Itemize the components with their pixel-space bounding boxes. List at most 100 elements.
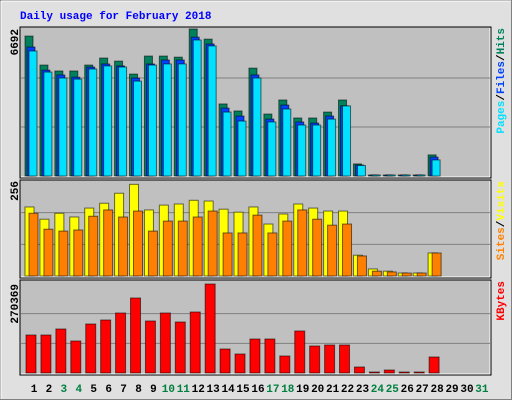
bar [115, 312, 127, 374]
legend-entry: KBytes [496, 281, 508, 321]
bar [28, 50, 38, 177]
bar [118, 66, 128, 177]
x-tick-label: 29 [445, 384, 458, 396]
bar [237, 232, 248, 277]
x-tick-label: 23 [356, 384, 370, 396]
y-tick-label: 6692 [10, 29, 22, 55]
bar [28, 212, 39, 277]
x-tick-label: 7 [120, 384, 127, 396]
bar [88, 68, 98, 177]
bar [162, 63, 172, 177]
bar [282, 220, 293, 277]
legend: KBytes [496, 281, 508, 321]
legend-entry: Pages [496, 101, 508, 134]
bar [174, 321, 186, 374]
bar [43, 228, 54, 277]
bar [342, 105, 352, 177]
x-tick-label: 24 [371, 384, 385, 396]
bar [73, 229, 84, 277]
bar [70, 340, 82, 374]
legend: Sites/Visits [496, 181, 508, 260]
y-tick-label: 256 [10, 181, 22, 201]
bar [324, 344, 336, 374]
bar [58, 77, 68, 177]
bar [401, 174, 411, 177]
bar [413, 371, 425, 374]
bar [88, 215, 99, 277]
bar [133, 210, 144, 277]
x-tick-label: 13 [207, 384, 221, 396]
bar [55, 328, 67, 374]
x-tick-label: 3 [61, 384, 68, 396]
bar [207, 210, 218, 277]
bar [398, 371, 410, 374]
bar [294, 330, 306, 374]
bar [204, 283, 216, 374]
x-tick-label: 11 [177, 384, 191, 396]
legend: Pages/Files/Hits [496, 28, 508, 134]
bar [192, 216, 203, 277]
bar [279, 355, 291, 374]
bar [264, 338, 276, 374]
x-tick-label: 2 [46, 384, 53, 396]
bar [25, 334, 37, 374]
legend-entry: Files [496, 61, 508, 94]
bar [103, 209, 114, 277]
x-tick-label: 5 [90, 384, 97, 396]
x-tick-label: 25 [386, 384, 400, 396]
bar [267, 232, 278, 277]
x-tick-label: 21 [326, 384, 340, 396]
bar [327, 118, 337, 177]
bar [342, 223, 353, 277]
bar [416, 174, 426, 177]
bar [383, 369, 395, 374]
bar [312, 124, 322, 177]
bar [237, 120, 247, 177]
x-tick-label: 12 [192, 384, 205, 396]
x-tick-label: 28 [431, 384, 445, 396]
bar [416, 272, 427, 277]
x-tick-label: 30 [460, 384, 473, 396]
bar [85, 323, 97, 374]
bar [312, 218, 323, 277]
y-tick-label: 270369 [10, 284, 22, 324]
bar [371, 174, 381, 177]
legend-separator: / [496, 94, 508, 101]
bar [43, 71, 53, 177]
bar [219, 348, 231, 374]
x-tick-label: 1 [31, 384, 38, 396]
bar [297, 209, 308, 277]
bar [252, 214, 263, 277]
x-tick-label: 10 [162, 384, 175, 396]
bar [118, 216, 129, 277]
bar [401, 272, 412, 277]
bar [428, 356, 440, 374]
x-tick-label: 9 [150, 384, 157, 396]
x-tick-label: 31 [475, 384, 489, 396]
x-tick-label: 6 [105, 384, 112, 396]
bar [207, 45, 217, 177]
bar [431, 252, 442, 277]
bar [356, 255, 367, 277]
bar [339, 344, 351, 374]
bar [431, 159, 441, 177]
x-tick-label: 15 [236, 384, 250, 396]
bar [189, 311, 201, 374]
legend-entry: Hits [496, 28, 508, 54]
bar [234, 353, 246, 374]
bar [252, 77, 262, 177]
bar [327, 224, 338, 277]
x-tick-label: 26 [401, 384, 414, 396]
bar [159, 312, 171, 374]
x-tick-label: 14 [221, 384, 235, 396]
bar [222, 232, 233, 277]
bar [371, 270, 382, 277]
bar [58, 230, 69, 277]
bar [147, 230, 158, 277]
bar [353, 366, 365, 374]
bar [386, 174, 396, 177]
bar [356, 164, 366, 177]
x-tick-label: 8 [135, 384, 142, 396]
bar [133, 80, 143, 177]
